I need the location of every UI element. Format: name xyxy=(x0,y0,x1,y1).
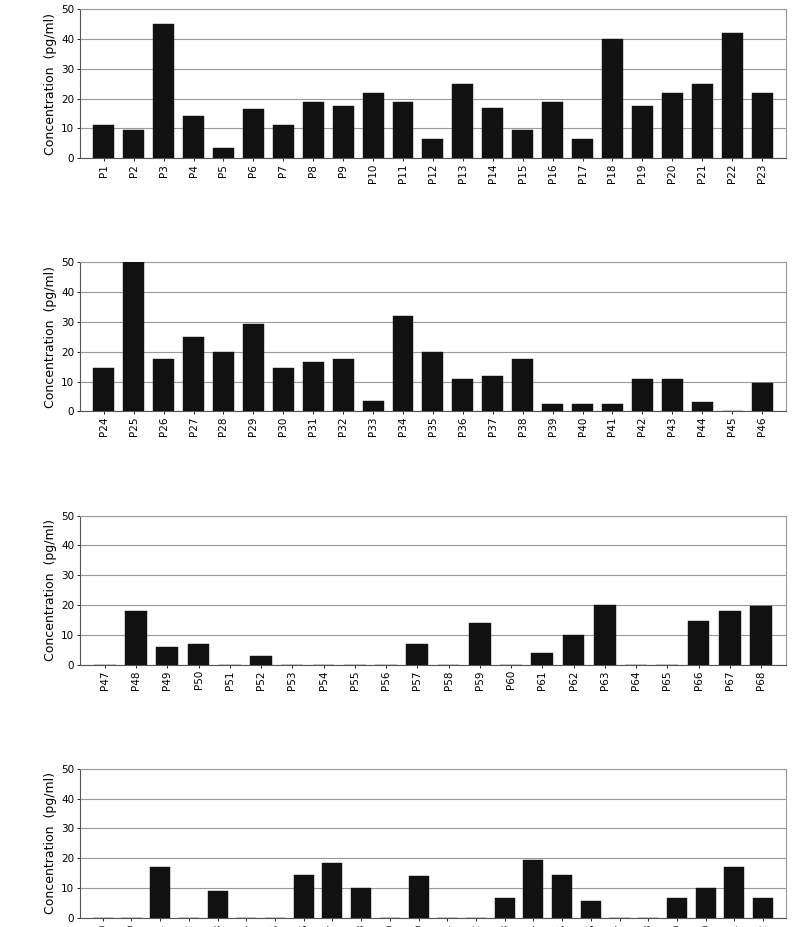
Bar xyxy=(302,102,324,159)
Bar xyxy=(552,874,572,918)
Bar xyxy=(688,621,709,665)
Bar xyxy=(452,83,473,159)
Y-axis label: Concentration  (pg/ml): Concentration (pg/ml) xyxy=(44,772,57,914)
Bar xyxy=(123,130,144,159)
Bar xyxy=(662,93,683,159)
Bar xyxy=(125,611,147,665)
Bar xyxy=(153,24,174,159)
Bar xyxy=(523,859,543,918)
Bar xyxy=(632,106,653,159)
Bar xyxy=(495,898,515,918)
Bar xyxy=(662,378,683,412)
Bar xyxy=(594,605,616,665)
Y-axis label: Concentration  (pg/ml): Concentration (pg/ml) xyxy=(44,266,57,408)
Bar xyxy=(406,643,429,665)
Y-axis label: Concentration  (pg/ml): Concentration (pg/ml) xyxy=(44,519,57,661)
Bar xyxy=(692,83,713,159)
Bar xyxy=(393,102,413,159)
Bar xyxy=(531,653,553,665)
Bar xyxy=(409,876,429,918)
Bar xyxy=(667,898,687,918)
Bar xyxy=(333,106,354,159)
Bar xyxy=(422,352,444,412)
Bar xyxy=(572,404,593,412)
Bar xyxy=(563,635,584,665)
Bar xyxy=(183,117,204,159)
Bar xyxy=(752,93,772,159)
Bar xyxy=(469,623,491,665)
Bar xyxy=(156,647,178,665)
Bar xyxy=(213,147,234,159)
Bar xyxy=(333,360,354,412)
Bar xyxy=(452,378,473,412)
Bar xyxy=(322,863,342,918)
Bar xyxy=(753,898,773,918)
Bar xyxy=(93,368,114,412)
Bar xyxy=(302,362,324,412)
Bar xyxy=(273,368,294,412)
Bar xyxy=(153,360,174,412)
Bar xyxy=(542,102,563,159)
Bar xyxy=(362,401,384,412)
Bar xyxy=(512,360,533,412)
Bar xyxy=(581,901,601,918)
Bar xyxy=(243,324,264,412)
Bar xyxy=(542,404,563,412)
Bar xyxy=(602,39,623,159)
Bar xyxy=(721,33,743,159)
Bar xyxy=(725,867,745,918)
Bar xyxy=(93,125,114,159)
Bar xyxy=(150,867,170,918)
Bar xyxy=(696,888,716,918)
Bar xyxy=(250,655,272,665)
Bar xyxy=(362,93,384,159)
Y-axis label: Concentration  (pg/ml): Concentration (pg/ml) xyxy=(44,13,57,155)
Bar xyxy=(719,611,741,665)
Bar xyxy=(294,874,314,918)
Bar xyxy=(482,108,504,159)
Bar xyxy=(207,891,227,918)
Bar xyxy=(393,316,413,412)
Bar xyxy=(273,125,294,159)
Bar xyxy=(632,378,653,412)
Bar xyxy=(572,139,593,159)
Bar xyxy=(602,404,623,412)
Bar xyxy=(692,402,713,412)
Bar xyxy=(752,383,772,412)
Bar xyxy=(422,139,444,159)
Bar xyxy=(213,352,234,412)
Bar xyxy=(188,643,210,665)
Bar xyxy=(482,375,504,412)
Bar xyxy=(512,130,533,159)
Bar xyxy=(750,606,772,665)
Bar xyxy=(351,888,371,918)
Bar xyxy=(123,262,144,412)
Bar xyxy=(243,109,264,159)
Bar xyxy=(183,337,204,412)
